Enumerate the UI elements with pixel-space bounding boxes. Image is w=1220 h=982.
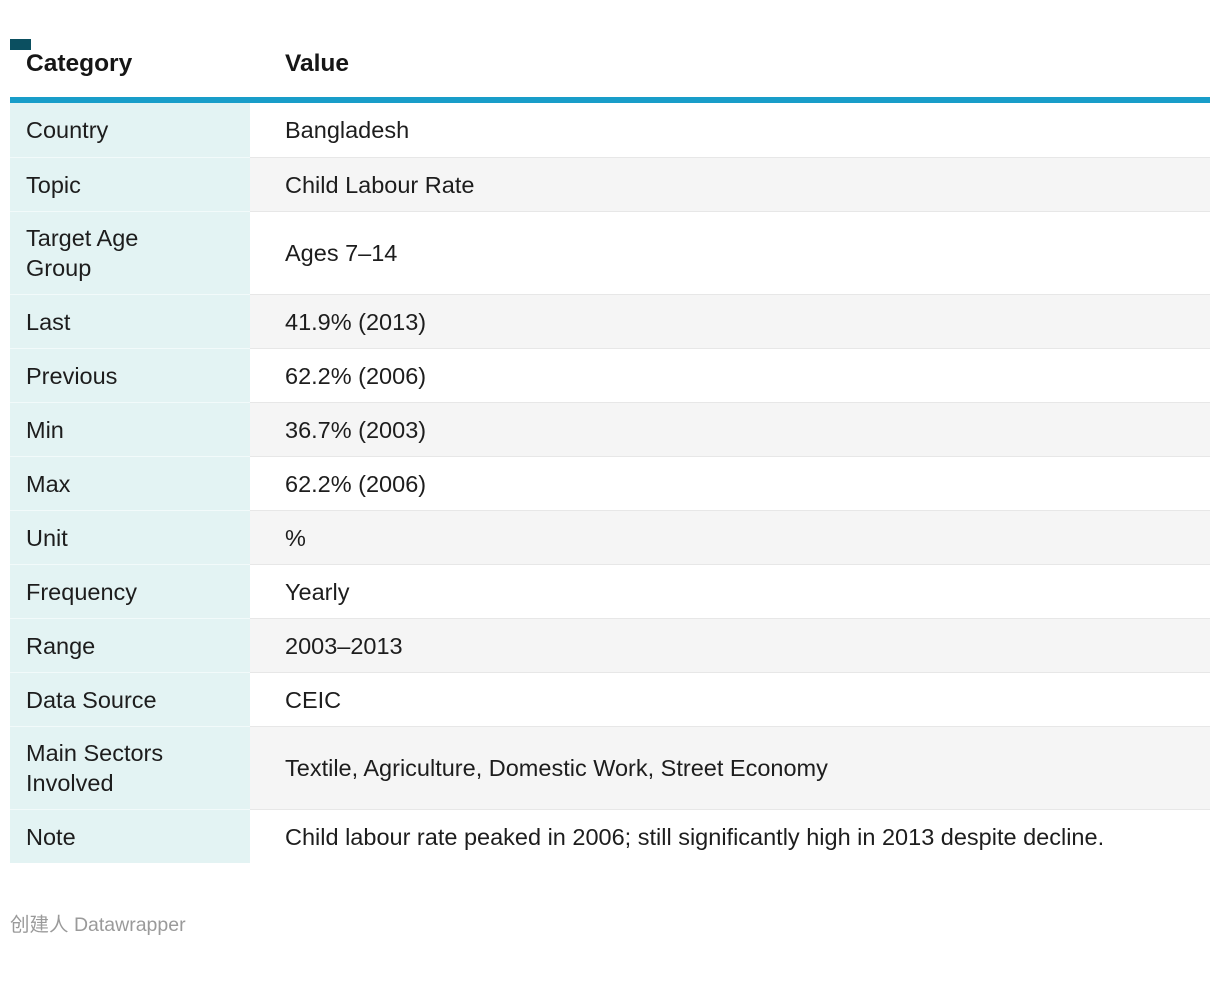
row-value: Bangladesh	[285, 117, 410, 143]
row-category: Frequency	[26, 578, 138, 605]
header-accent-rule	[10, 97, 1210, 103]
column-header-value: Value	[285, 50, 350, 77]
data-table: Category Value Country Bangladesh Topic …	[10, 35, 1210, 863]
row-value: 41.9% (2013)	[285, 308, 427, 335]
row-category: Min	[26, 416, 64, 443]
table-row-min: Min 36.7% (2003)	[10, 402, 1210, 456]
row-category: Topic	[26, 171, 81, 198]
datawrapper-link[interactable]: Datawrapper	[73, 914, 186, 936]
row-value: Textile, Agriculture, Domestic Work, Str…	[285, 755, 828, 781]
table-row-note: Note Child labour rate peaked in 2006; s…	[10, 809, 1210, 863]
row-value: CEIC	[285, 686, 342, 713]
attribution-footer: 创建人 Datawrapper	[10, 913, 1220, 937]
table-row-last: Last 41.9% (2013)	[10, 294, 1210, 348]
row-category: Previous	[26, 362, 118, 389]
table-row-previous: Previous 62.2% (2006)	[10, 348, 1210, 402]
row-category: Main Sectors Involved	[26, 740, 164, 796]
row-category: Range	[26, 632, 96, 659]
row-value: Yearly	[285, 578, 350, 605]
table-row-unit: Unit %	[10, 510, 1210, 564]
row-value: 2003–2013	[285, 632, 403, 659]
row-category: Country	[26, 117, 109, 143]
row-value: Child Labour Rate	[285, 171, 475, 198]
table-row-frequency: Frequency Yearly	[10, 564, 1210, 618]
table-row-target-age-group: Target Age Group Ages 7–14	[10, 211, 1210, 294]
row-category: Last	[26, 308, 71, 335]
datawrapper-table-page: Category Value Country Bangladesh Topic …	[0, 35, 1220, 982]
row-value: %	[285, 524, 306, 551]
table-body: Country Bangladesh Topic Child Labour Ra…	[10, 103, 1210, 863]
row-value: 62.2% (2006)	[285, 470, 427, 497]
table-row-max: Max 62.2% (2006)	[10, 456, 1210, 510]
column-header-category: Category	[26, 50, 133, 77]
corner-marker	[10, 39, 31, 50]
table-header-row: Category Value	[10, 35, 1210, 97]
table-row-country: Country Bangladesh	[10, 103, 1210, 157]
table-row-main-sectors: Main Sectors Involved Textile, Agricultu…	[10, 726, 1210, 809]
row-value: 36.7% (2003)	[285, 416, 427, 443]
row-category: Unit	[26, 524, 68, 551]
row-value: Ages 7–14	[285, 240, 398, 266]
row-category: Max	[26, 470, 71, 497]
table-row-data-source: Data Source CEIC	[10, 672, 1210, 726]
attribution-prefix: 创建人	[10, 914, 69, 936]
row-category: Data Source	[26, 686, 157, 713]
table-row-range: Range 2003–2013	[10, 618, 1210, 672]
table-row-topic: Topic Child Labour Rate	[10, 157, 1210, 211]
row-value: 62.2% (2006)	[285, 362, 427, 389]
row-category: Target Age Group	[26, 225, 139, 281]
row-category: Note	[26, 823, 76, 850]
row-value: Child labour rate peaked in 2006; still …	[285, 823, 1105, 850]
